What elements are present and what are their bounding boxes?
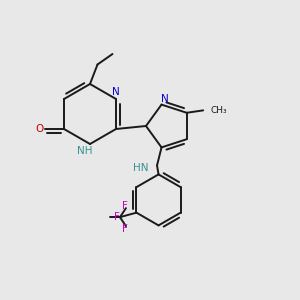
Text: N: N (112, 87, 120, 98)
Text: HN: HN (133, 163, 148, 173)
Text: F: F (122, 224, 128, 233)
Text: F: F (122, 201, 128, 211)
Text: N: N (161, 94, 168, 103)
Text: CH₃: CH₃ (211, 106, 227, 115)
Text: NH: NH (77, 146, 92, 156)
Text: O: O (35, 124, 43, 134)
Text: F: F (114, 212, 120, 222)
